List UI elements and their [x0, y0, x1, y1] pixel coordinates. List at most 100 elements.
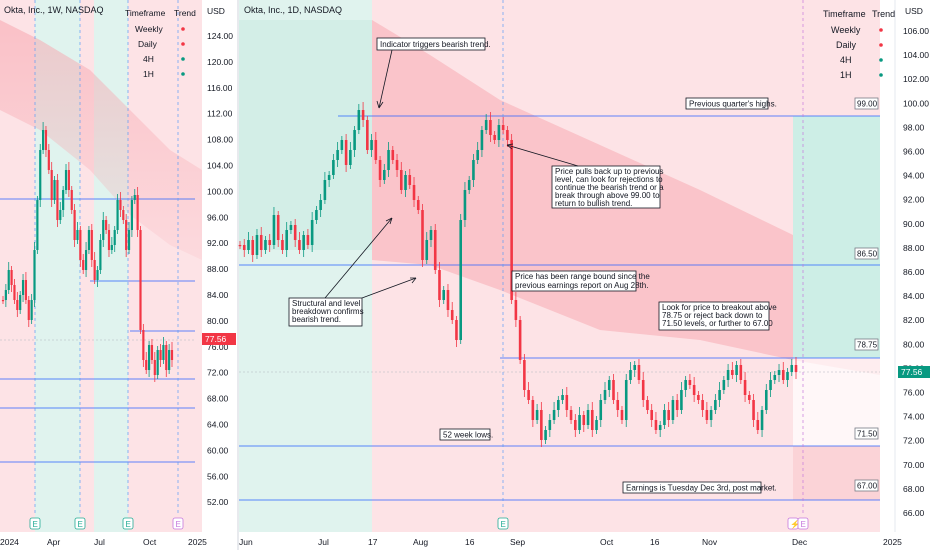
candle-body: [548, 420, 552, 430]
candle-body: [327, 175, 331, 180]
left-chart-pane[interactable]: USD 124.00 120.00 116.00 112.00 108.00 104.00…: [0, 0, 238, 550]
svg-text:78.75: 78.75: [857, 341, 878, 350]
annotation-range-bound[interactable]: Price has been range bound since the pre…: [511, 270, 650, 292]
candle-body: [130, 200, 133, 230]
left-candles: [1, 122, 174, 382]
price-tick-label: 90.00: [903, 219, 925, 229]
candle-body: [688, 380, 692, 385]
candle-body: [781, 370, 785, 380]
candle-body: [599, 400, 603, 420]
candle-body: [16, 300, 19, 310]
annotation-earnings-date[interactable]: Earnings is Tuesday Dec 3rd, post market…: [622, 481, 777, 494]
price-tick-label: 80.00: [903, 339, 925, 349]
candle-body: [315, 210, 318, 220]
price-tick-label: 70.00: [903, 460, 925, 470]
candle-body: [276, 215, 280, 240]
candle-body: [578, 415, 581, 430]
candle-body: [595, 420, 598, 430]
annotation-breakout-watch[interactable]: Look for price to breakout above 78.75 o…: [658, 301, 777, 331]
candle-body: [156, 350, 159, 375]
price-tick-label: 112.00: [207, 109, 233, 119]
price-tick-label: 84.00: [207, 290, 229, 300]
candle-body: [501, 125, 505, 130]
svg-text:Price has been range bound sin: Price has been range bound since the: [515, 272, 650, 281]
candle-body: [62, 190, 65, 210]
svg-text:return to bullish trend.: return to bullish trend.: [555, 199, 632, 208]
svg-text:71.50: 71.50: [857, 430, 878, 439]
level-labels: 99.00 86.50 78.75 71.50 67.00: [854, 97, 879, 492]
svg-text:E: E: [126, 520, 131, 529]
candle-body: [73, 210, 76, 240]
annotation-indicator-trigger[interactable]: Indicator triggers bearish trend.: [376, 37, 491, 109]
candle-body: [680, 390, 683, 410]
candle-body: [99, 240, 102, 270]
candle-body: [467, 180, 471, 190]
left-event-markers[interactable]: E E E E: [29, 517, 184, 530]
candle-body: [366, 120, 369, 150]
candle-body: [170, 350, 174, 360]
candle-body: [552, 410, 556, 420]
right-event-markers[interactable]: E ⚡ E: [497, 517, 809, 530]
candle-body: [756, 420, 760, 430]
candle-body: [340, 140, 344, 150]
candle-body: [726, 370, 730, 380]
annotation-pullback[interactable]: Price pulls back up to previous level, c…: [506, 143, 664, 209]
candle-body: [64, 170, 68, 190]
candle-body: [110, 245, 113, 250]
candle-body: [416, 200, 420, 210]
candle-body: [247, 240, 250, 250]
svg-text:Look for price to breakout abo: Look for price to breakout above: [662, 303, 777, 312]
candle-body: [27, 300, 30, 320]
annotation-prev-quarter-highs[interactable]: Previous quarter's highs.: [685, 97, 777, 110]
candle-body: [455, 320, 458, 340]
candle-body: [87, 230, 91, 250]
price-tick-label: 92.00: [903, 195, 925, 205]
downside-target-zone: [793, 446, 880, 500]
annotation-52-week-lows[interactable]: 52 week lows.: [439, 428, 493, 441]
candle-body: [361, 110, 365, 120]
price-tick-label: 52.00: [207, 497, 229, 507]
candle-body: [514, 300, 518, 320]
svg-text:E: E: [33, 520, 38, 529]
candle-body: [510, 140, 513, 300]
candle-body: [319, 200, 322, 210]
candle-body: [480, 130, 484, 150]
candle-body: [446, 290, 450, 310]
price-tick-label: 76.00: [207, 342, 229, 352]
candle-body: [790, 365, 794, 372]
annotation-structural-breakdown[interactable]: Structural and level breakdown confirms …: [288, 217, 417, 327]
price-tick-label: 84.00: [903, 291, 925, 301]
svg-text:Jun: Jun: [239, 537, 253, 547]
last-price-value: 77.56: [901, 367, 923, 377]
svg-text:78.75 or reject back down to: 78.75 or reject back down to: [662, 311, 763, 320]
candle-body: [153, 360, 156, 375]
candle-body: [122, 210, 125, 220]
svg-text:previous earnings report on Au: previous earnings report on Aug 28th.: [515, 281, 648, 290]
svg-text:Oct: Oct: [143, 537, 157, 547]
candle-body: [399, 170, 403, 190]
right-timeframe-table: Timeframe Trend Weekly Daily 4H 1H: [823, 9, 895, 80]
candle-body: [302, 235, 305, 250]
right-chart-pane[interactable]: Okta, Inc., 1D, NASDAQ Timeframe Trend W…: [238, 0, 932, 550]
candle-body: [760, 410, 764, 430]
candle-body: [484, 120, 488, 130]
candle-body: [133, 195, 136, 200]
candle-body: [646, 400, 649, 410]
svg-text:Weekly: Weekly: [831, 25, 861, 35]
candle-body: [667, 410, 670, 420]
right-chart-title: Okta, Inc., 1D, NASDAQ: [244, 5, 342, 15]
price-tick-label: 88.00: [903, 243, 925, 253]
price-tick-label: 68.00: [903, 484, 925, 494]
candle-body: [44, 130, 48, 150]
price-tick-label: 96.00: [903, 147, 925, 157]
candle-body: [56, 180, 59, 220]
candle-body: [493, 135, 496, 140]
svg-text:4H: 4H: [840, 55, 852, 65]
candle-body: [527, 390, 530, 400]
candle-body: [544, 430, 547, 440]
svg-text:E: E: [78, 520, 83, 529]
candle-body: [612, 380, 615, 400]
candle-body: [794, 365, 798, 372]
candle-body: [30, 300, 33, 320]
